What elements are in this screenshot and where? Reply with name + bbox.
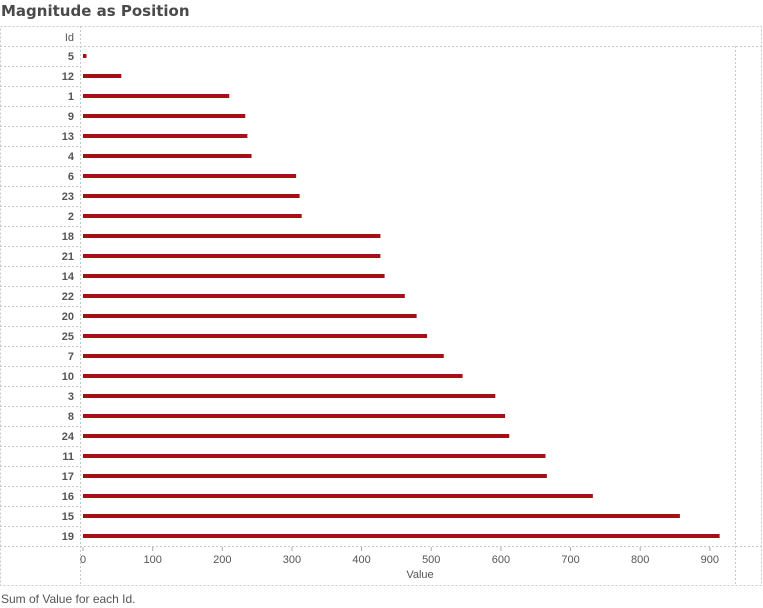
category-label: 4 — [68, 151, 75, 163]
bar[interactable] — [83, 74, 122, 78]
bar[interactable] — [83, 274, 385, 278]
bar[interactable] — [83, 494, 593, 498]
bar[interactable] — [83, 54, 87, 58]
category-label: 8 — [68, 411, 74, 423]
category-label: 25 — [62, 331, 74, 343]
row-header-label: Id — [65, 32, 74, 44]
x-tick-label: 200 — [213, 554, 231, 566]
category-label: 23 — [62, 191, 74, 203]
category-label: 24 — [62, 431, 75, 443]
bar[interactable] — [83, 114, 246, 118]
category-label: 14 — [62, 271, 75, 283]
bar[interactable] — [83, 454, 546, 458]
chart-caption: Sum of Value for each Id. — [1, 592, 136, 606]
chart-title: Magnitude as Position — [1, 2, 190, 20]
bar[interactable] — [83, 94, 230, 98]
bar[interactable] — [83, 514, 680, 518]
bar[interactable] — [83, 394, 496, 398]
category-label: 11 — [62, 451, 74, 463]
bar[interactable] — [83, 374, 463, 378]
x-tick-label: 900 — [701, 554, 719, 566]
category-label: 2 — [68, 211, 74, 223]
x-tick-label: 100 — [143, 554, 161, 566]
category-label: 10 — [62, 371, 74, 383]
category-label: 19 — [62, 531, 74, 543]
bar[interactable] — [83, 294, 405, 298]
bar[interactable] — [83, 134, 248, 138]
bar[interactable] — [83, 474, 547, 478]
bar[interactable] — [83, 434, 510, 438]
x-tick-label: 800 — [631, 554, 649, 566]
category-label: 22 — [62, 291, 74, 303]
category-label: 16 — [62, 491, 74, 503]
bar[interactable] — [83, 534, 720, 538]
bar-chart: Id Value 5121913462321821142220257103824… — [0, 26, 762, 586]
category-label: 21 — [62, 251, 74, 263]
chart-rows: 5121913462321821142220257103824111716151… — [0, 51, 720, 543]
category-label: 18 — [62, 231, 74, 243]
x-tick-label: 500 — [422, 554, 440, 566]
bar[interactable] — [83, 234, 381, 238]
bar[interactable] — [83, 174, 297, 178]
bar[interactable] — [83, 334, 428, 338]
category-label: 6 — [68, 171, 74, 183]
bar[interactable] — [83, 354, 444, 358]
bar[interactable] — [83, 154, 252, 158]
x-tick-label: 0 — [80, 554, 86, 566]
bar[interactable] — [83, 414, 506, 418]
category-label: 1 — [68, 91, 74, 103]
category-label: 3 — [68, 391, 74, 403]
bar[interactable] — [83, 194, 300, 198]
chart-border — [0, 26, 762, 586]
bar[interactable] — [83, 254, 381, 258]
x-tick-label: 400 — [352, 554, 370, 566]
x-axis-label: Value — [406, 569, 433, 581]
bar[interactable] — [83, 214, 302, 218]
bar[interactable] — [83, 314, 417, 318]
x-axis: 0 100 200 300 400 500 600 700 800 900 — [80, 547, 719, 566]
x-tick-label: 700 — [561, 554, 579, 566]
category-label: 13 — [62, 131, 74, 143]
x-tick-label: 300 — [283, 554, 301, 566]
category-label: 17 — [62, 471, 74, 483]
category-label: 7 — [68, 351, 74, 363]
category-label: 12 — [62, 71, 74, 83]
category-label: 15 — [62, 511, 74, 523]
x-tick-label: 600 — [492, 554, 510, 566]
category-label: 20 — [62, 311, 74, 323]
category-label: 5 — [68, 51, 74, 63]
category-label: 9 — [68, 111, 74, 123]
